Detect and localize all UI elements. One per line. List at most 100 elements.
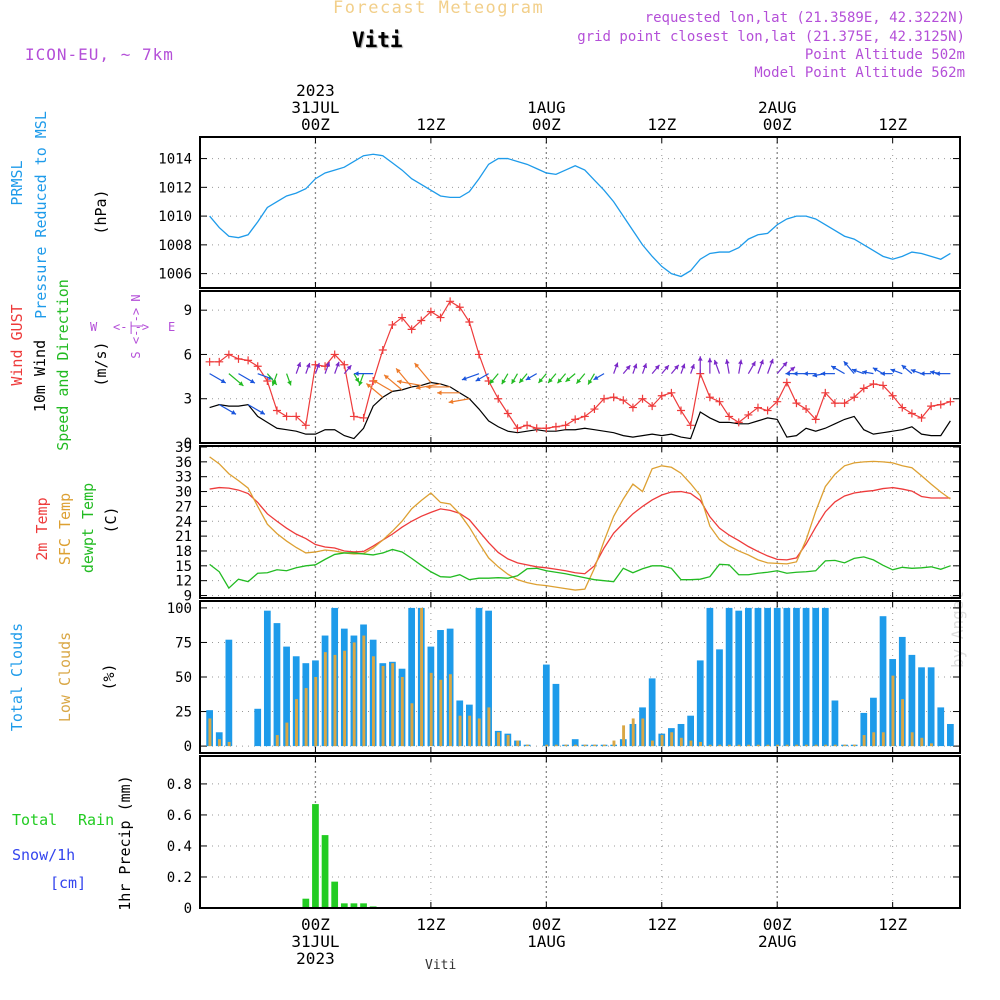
cloud-bar-low — [497, 732, 500, 747]
cloud-bar-total — [283, 646, 290, 747]
cloud-bar-low — [275, 735, 279, 747]
pressure-label: PRMSL — [8, 160, 26, 205]
gust-marker — [830, 399, 839, 408]
cloud-bar-low — [670, 732, 674, 747]
cloud-bar-total — [648, 678, 656, 747]
series-line — [209, 153, 951, 278]
wind-arrow-head — [880, 371, 885, 377]
gust-marker — [301, 421, 310, 430]
requested-coords: requested lon,lat (21.3589E, 42.3222N) — [644, 10, 965, 26]
cloud-bar-low — [372, 656, 375, 747]
y-tick-label: 9 — [184, 589, 192, 605]
wind-arrow-head — [812, 372, 818, 378]
cloud-bar-low — [853, 744, 856, 747]
y-tick-label: 1010 — [158, 209, 192, 225]
gust-marker — [436, 313, 445, 322]
wind-arrow-head — [929, 370, 935, 375]
time-label-bottom: 12Z — [416, 915, 445, 934]
chart-title: Forecast Meteogram — [333, 0, 545, 18]
gust-marker — [388, 320, 397, 329]
y-tick-label: 1008 — [158, 238, 192, 254]
cloud-bar-low — [506, 735, 510, 747]
panel-pressure: 1006 1008 1010 1012 1014 — [158, 136, 961, 289]
y-tick-label: 6 — [184, 347, 192, 363]
gust-marker — [359, 413, 368, 422]
wind-arrow-head — [557, 378, 563, 384]
wind-arrow-head — [249, 378, 255, 384]
wind-arrow-head — [448, 399, 454, 404]
cloud-bar-low — [737, 744, 741, 747]
y-tick-label: 0 — [184, 901, 192, 917]
y-tick-label: 100 — [167, 601, 192, 617]
gust-marker — [782, 378, 791, 387]
cloud-bar-total — [937, 707, 945, 747]
gust-marker — [224, 350, 233, 359]
cloud-bar-low — [314, 677, 318, 747]
precip-total-label: Total — [12, 811, 57, 829]
cloud-bar-total — [773, 607, 781, 747]
cloud-bar-low — [362, 635, 366, 747]
gust-marker — [898, 403, 907, 412]
cloud-bar-low — [477, 718, 481, 747]
cloud-bar-low — [872, 732, 876, 747]
gust-marker — [936, 400, 945, 409]
gust-marker — [234, 354, 243, 363]
y-tick-label: 30 — [175, 485, 192, 501]
wind-arrow-head — [501, 379, 507, 385]
compass-arrows: <-|-> — [113, 320, 149, 334]
cloud-bar-low — [295, 699, 298, 747]
gust-marker — [734, 418, 743, 427]
panel-frame — [199, 136, 961, 289]
gust-marker — [609, 393, 618, 402]
gust-marker — [272, 406, 281, 415]
time-label-bottom: 2023 — [296, 949, 335, 968]
gust-marker — [859, 384, 868, 393]
y-tick-label: 36 — [175, 455, 192, 471]
y-tick-label: 1012 — [158, 180, 192, 196]
dewpt-label: dewpt Temp — [79, 483, 97, 573]
gust-marker — [244, 356, 253, 365]
cloud-bar-total — [764, 607, 771, 747]
time-label-top: 12Z — [878, 115, 907, 134]
cloud-bar-low — [429, 672, 433, 747]
cloud-bar-low — [208, 718, 212, 747]
cloud-bar-total — [215, 732, 223, 747]
gridpoint-coords: grid point closest lon,lat (21.375E, 42.… — [577, 29, 965, 45]
cloud-bar-low — [602, 744, 606, 747]
gust-marker — [263, 377, 272, 386]
gust-marker — [850, 393, 859, 402]
cloud-bar-total — [802, 607, 810, 747]
cloud-bar-low — [631, 718, 635, 747]
wind-arrow-head — [901, 365, 907, 370]
precip-bar — [302, 898, 310, 908]
time-label-bottom: 00Z — [301, 915, 330, 934]
time-label-top: 00Z — [532, 115, 561, 134]
wind-arrow-head — [613, 362, 619, 368]
compass-s: S — [129, 351, 143, 358]
cloud-bar-low — [545, 744, 549, 747]
precip-bar — [312, 804, 319, 908]
cloud-bar-total — [254, 708, 262, 747]
wind-arrow-head — [724, 359, 730, 365]
precip-unit-label: 1hr Precip (mm) — [116, 775, 134, 910]
y-tick-label: 0.2 — [167, 870, 192, 886]
cloud-bar-low — [929, 743, 933, 747]
wind-arrow-head — [384, 374, 390, 380]
wind-arrow-head — [548, 378, 553, 383]
cloud-bar-total — [706, 607, 714, 747]
time-label-top: 12Z — [416, 115, 445, 134]
wind-arrow-head — [843, 361, 849, 367]
wind-arrow-head — [935, 371, 940, 377]
time-label-top: 31JUL — [291, 98, 339, 117]
panel-frame — [199, 445, 961, 599]
gust-marker — [426, 307, 435, 316]
wind-arrow-head — [372, 379, 378, 385]
cloud-bar-low — [891, 675, 895, 747]
panel-frame — [199, 290, 961, 444]
gust-marker — [907, 409, 916, 418]
wind-arrow-head — [593, 375, 599, 380]
gust-marker — [927, 402, 936, 411]
wind-arrow-head — [690, 364, 695, 369]
wind-arrow-head — [414, 363, 420, 368]
gust-marker — [802, 405, 811, 414]
